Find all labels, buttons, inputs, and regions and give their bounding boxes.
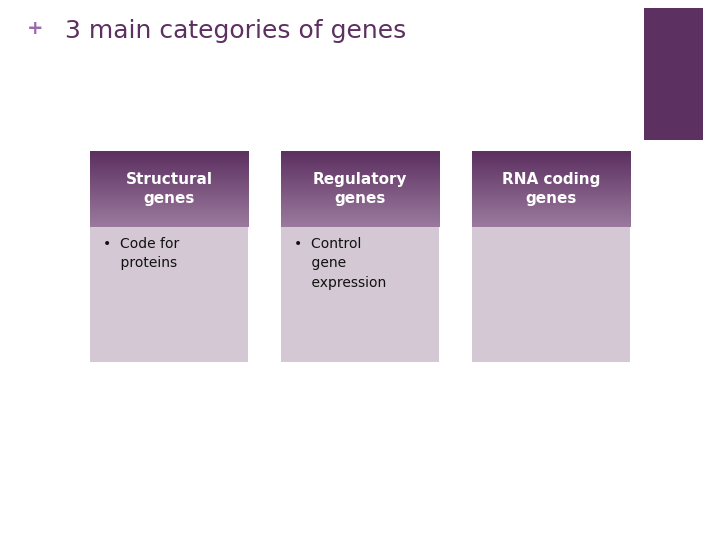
FancyBboxPatch shape xyxy=(472,227,630,362)
Text: +: + xyxy=(27,19,44,38)
FancyBboxPatch shape xyxy=(281,227,439,362)
Text: RNA coding
genes: RNA coding genes xyxy=(502,172,600,206)
FancyBboxPatch shape xyxy=(90,227,248,362)
FancyBboxPatch shape xyxy=(644,8,703,140)
Text: 3 main categories of genes: 3 main categories of genes xyxy=(65,19,406,43)
Text: •  Control
    gene
    expression: • Control gene expression xyxy=(294,237,386,289)
Text: Structural
genes: Structural genes xyxy=(126,172,212,206)
Text: Regulatory
genes: Regulatory genes xyxy=(312,172,408,206)
Text: •  Code for
    proteins: • Code for proteins xyxy=(103,237,179,270)
